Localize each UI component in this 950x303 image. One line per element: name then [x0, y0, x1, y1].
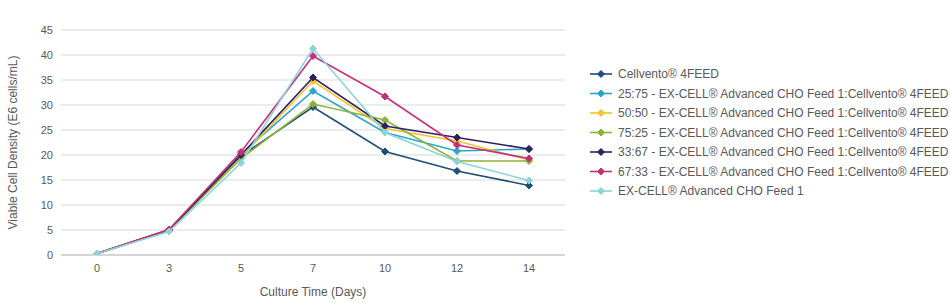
data-point [310, 45, 317, 52]
legend-marker [598, 90, 605, 97]
data-point [94, 250, 101, 255]
data-point [526, 177, 533, 184]
series-line [97, 78, 529, 254]
data-point [454, 134, 461, 141]
data-point [526, 146, 533, 153]
data-point [382, 93, 389, 100]
legend-marker [598, 71, 605, 78]
legend-label: 25:75 - EX-CELL® Advanced CHO Feed 1:Cel… [618, 87, 949, 101]
x-axis-title: Culture Time (Days) [260, 285, 367, 299]
legend-marker [598, 149, 605, 156]
x-tick-label: 7 [310, 262, 316, 274]
series-line [97, 81, 529, 254]
y-tick-label: 5 [47, 224, 53, 236]
x-tick-label: 5 [238, 262, 244, 274]
data-point [94, 250, 101, 255]
series-line [97, 49, 529, 254]
data-point [94, 250, 101, 255]
x-tick-label: 10 [379, 262, 391, 274]
data-point [526, 146, 533, 153]
data-point [94, 250, 101, 255]
grid-line [61, 130, 565, 131]
data-point [238, 160, 245, 167]
legend-marker [598, 110, 605, 117]
data-point [94, 250, 101, 255]
data-point [238, 149, 245, 156]
data-point [454, 158, 461, 165]
y-tick-label: 20 [41, 149, 53, 161]
x-axis [61, 255, 565, 256]
grid-line [61, 180, 565, 181]
legend-label: 75:25 - EX-CELL® Advanced CHO Feed 1:Cel… [618, 126, 949, 140]
grid-line [61, 230, 565, 231]
x-tick-label: 14 [523, 262, 535, 274]
series-line [97, 56, 529, 254]
grid-line [61, 30, 565, 31]
series-line [97, 91, 529, 254]
y-tick-label: 0 [47, 249, 53, 261]
data-point [94, 250, 101, 255]
chart: 0510152025303540450357101214Culture Time… [0, 0, 950, 303]
y-tick-label: 45 [41, 24, 53, 36]
legend-label: 50:50 - EX-CELL® Advanced CHO Feed 1:Cel… [618, 106, 949, 120]
data-point [454, 142, 461, 149]
data-point [310, 74, 317, 81]
y-tick-label: 15 [41, 174, 53, 186]
data-point [382, 129, 389, 136]
data-point [310, 101, 317, 108]
legend-label: Cellvento® 4FEED [618, 67, 719, 81]
legend-marker [598, 129, 605, 136]
y-tick-label: 35 [41, 74, 53, 86]
legend-label: EX-CELL® Advanced CHO Feed 1 [618, 184, 804, 198]
data-point [454, 158, 461, 165]
data-point [526, 155, 533, 162]
data-point [454, 168, 461, 175]
grid-line [61, 205, 565, 206]
data-point [310, 88, 317, 95]
grid-line [61, 255, 565, 256]
y-tick-label: 10 [41, 199, 53, 211]
grid-line [61, 155, 565, 156]
legend-marker [598, 168, 605, 175]
data-point [166, 228, 173, 235]
data-point [166, 227, 173, 234]
x-tick-label: 12 [451, 262, 463, 274]
legend-label: 67:33 - EX-CELL® Advanced CHO Feed 1:Cel… [618, 165, 949, 179]
data-point [94, 250, 101, 255]
legend-marker [598, 188, 605, 195]
x-tick-label: 3 [166, 262, 172, 274]
y-tick-label: 40 [41, 49, 53, 61]
legend-label: 33:67 - EX-CELL® Advanced CHO Feed 1:Cel… [618, 145, 949, 159]
y-tick-label: 30 [41, 99, 53, 111]
x-tick-label: 0 [94, 262, 100, 274]
y-tick-label: 25 [41, 124, 53, 136]
plot-area [94, 45, 533, 255]
y-axis-title: Viable Cell Density (E6 cells/mL) [6, 56, 20, 230]
data-point [382, 148, 389, 155]
